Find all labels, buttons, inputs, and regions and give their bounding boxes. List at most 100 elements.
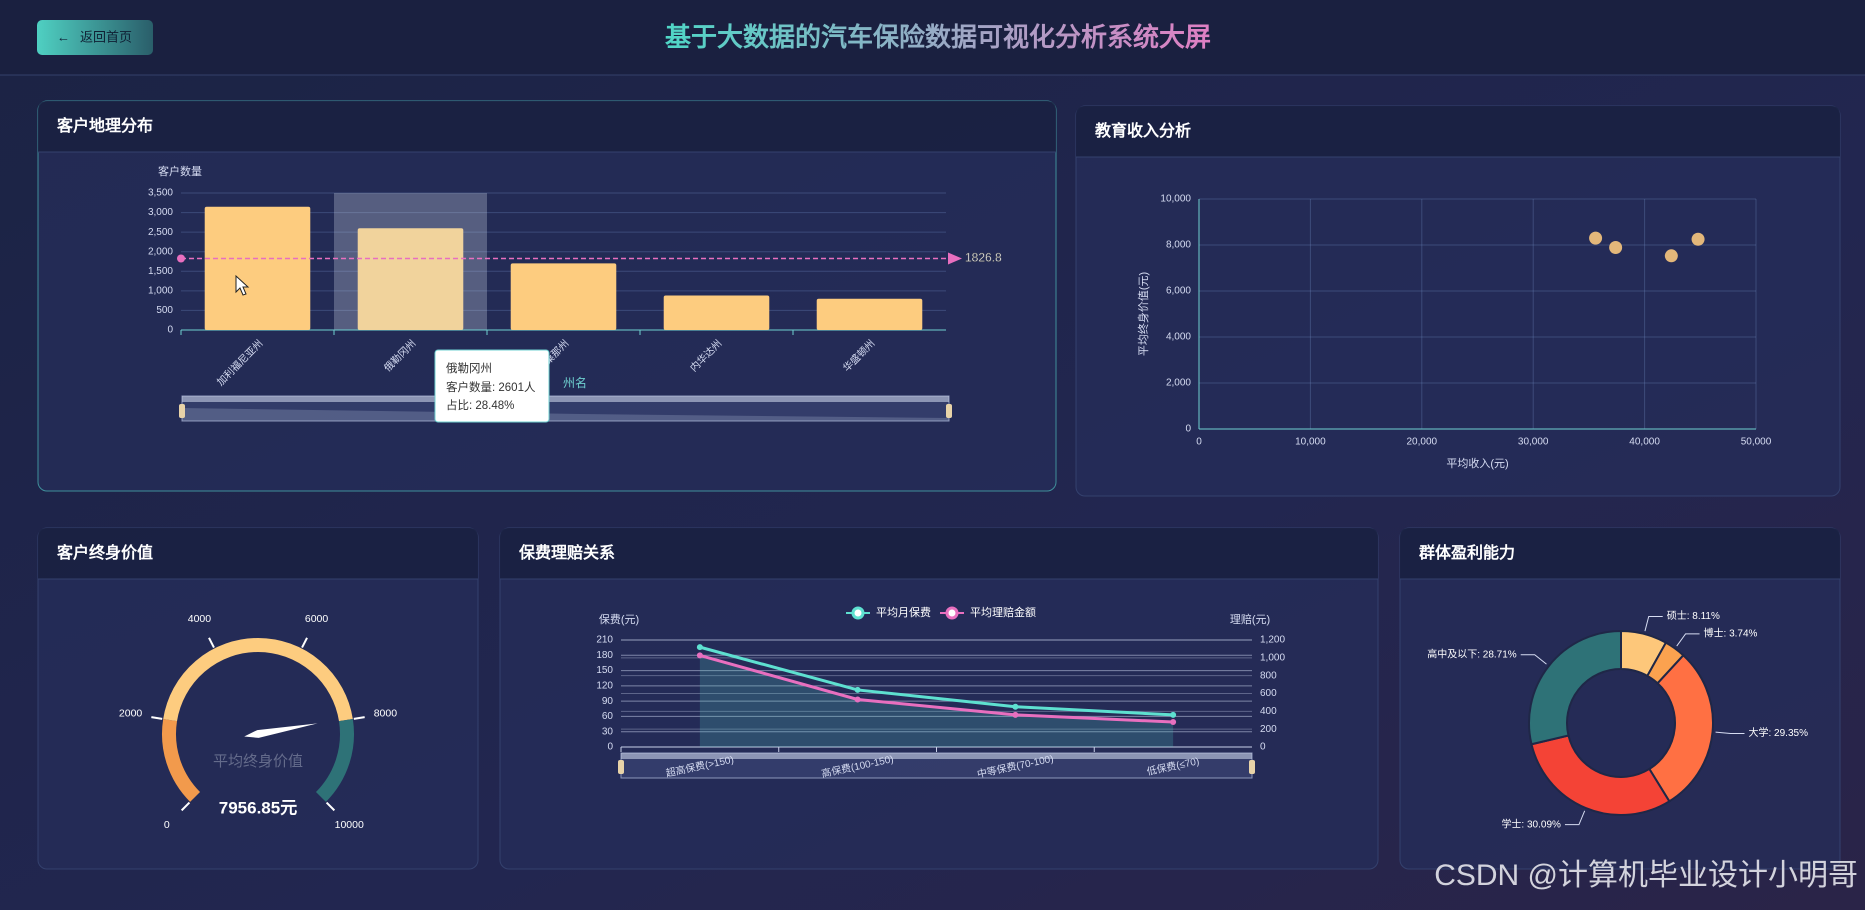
y-tick-label: 0 — [607, 742, 613, 753]
line — [699, 653, 1174, 724]
legend-label: 平均月保费 — [876, 605, 931, 619]
panel — [1075, 105, 1841, 497]
scatter-point — [1664, 249, 1678, 263]
scatter-point — [1609, 241, 1623, 255]
line-point — [1170, 719, 1177, 726]
data-zoom-handle[interactable] — [618, 760, 624, 774]
back-button-bg[interactable] — [37, 20, 153, 55]
y2-tick-label: 200 — [1260, 724, 1277, 735]
gauge-series-name: 平均终身价值 — [213, 753, 303, 770]
scatter-point — [1589, 231, 1603, 245]
watermark: CSDN @计算机毕业设计小明哥 — [1434, 859, 1858, 892]
data-zoom-top — [182, 396, 949, 402]
back-button-label[interactable]: 返回首页 — [80, 29, 132, 44]
gauge-tick-label: 6000 — [305, 613, 329, 625]
line-point — [696, 652, 703, 659]
y2-axis-name: 理赔(元) — [1230, 612, 1270, 626]
y2-tick-label: 0 — [1260, 742, 1266, 753]
x-tick-label: 10,000 — [1295, 437, 1326, 448]
cursor — [235, 274, 250, 296]
data-zoom-top — [621, 753, 1252, 759]
pie-label-line — [1644, 616, 1663, 632]
gauge-tick-label: 0 — [164, 819, 170, 831]
back-button[interactable]: ← 返回首页 — [37, 20, 153, 55]
legend-label: 平均理赔金额 — [970, 605, 1036, 619]
x-tick-label: 40,000 — [1629, 437, 1660, 448]
pie-slice — [1528, 629, 1622, 746]
data-zoom-shadow — [182, 408, 949, 421]
y-tick-label: 1,000 — [148, 285, 173, 296]
tooltip-line: 占比: 28.48% — [446, 398, 514, 412]
y2-tick-label: 800 — [1260, 670, 1277, 681]
pie-label: 高中及以下: 28.71% — [1427, 647, 1517, 660]
panel-header — [38, 528, 478, 579]
x-tick-label: 30,000 — [1518, 437, 1549, 448]
header-bar — [0, 0, 1865, 75]
data-zoom-handle[interactable] — [946, 404, 952, 418]
x-tick-label: 20,000 — [1407, 437, 1438, 448]
pie-label: 学士: 30.09% — [1501, 817, 1561, 830]
y-tick-label: 8,000 — [1166, 240, 1191, 251]
y-tick-label: 2,000 — [1166, 378, 1191, 389]
gauge-tick-label: 2000 — [119, 708, 143, 720]
line-point — [854, 696, 861, 703]
panel-title: 群体盈利能力 — [1419, 543, 1515, 562]
pie-label-line — [1676, 633, 1700, 647]
bar — [816, 298, 923, 330]
bar — [204, 206, 311, 330]
gauge-tick-label: 10000 — [335, 819, 364, 831]
gauge-tick — [180, 801, 191, 812]
y-tick-label: 0 — [1185, 424, 1191, 435]
scatter-point — [1691, 232, 1705, 246]
y-tick-label: 10,000 — [1160, 194, 1191, 205]
gauge-tick — [208, 637, 215, 649]
panel-title: 教育收入分析 — [1095, 121, 1191, 140]
y2-tick-label: 1,000 — [1260, 652, 1285, 663]
gauge-pointer — [244, 723, 318, 738]
bar — [510, 263, 617, 330]
gauge-tick-label: 8000 — [374, 708, 398, 720]
y-tick-label: 3,500 — [148, 188, 173, 199]
panel-header — [38, 101, 1056, 152]
y-tick-label: 1,500 — [148, 266, 173, 277]
y-axis-name: 保费(元) — [599, 612, 639, 626]
x-axis-name: 平均收入(元) — [1446, 456, 1508, 470]
y-tick-label: 2,500 — [148, 227, 173, 238]
x-axis-name: 州名 — [563, 375, 587, 390]
mark-line-label: 1826.8 — [965, 251, 1002, 265]
tooltip-line: 客户数量: 2601人 — [446, 380, 536, 394]
data-zoom-handle[interactable] — [179, 404, 185, 418]
pie-slice — [1647, 653, 1714, 803]
bar — [663, 295, 770, 330]
pie-label: 硕士: 8.11% — [1667, 609, 1720, 622]
gauge-value: 7956.85元 — [219, 798, 297, 817]
data-zoom-handle[interactable] — [1249, 760, 1255, 774]
line-point — [854, 686, 861, 693]
tooltip — [434, 349, 550, 423]
gauge-tick — [301, 637, 308, 649]
y-tick-label: 2,000 — [148, 246, 173, 257]
panel-header — [1076, 106, 1840, 157]
y-axis-name: 客户数量 — [158, 164, 202, 178]
panel-header — [1400, 528, 1840, 579]
x-tick-label: 50,000 — [1741, 437, 1772, 448]
pie-label-line — [1520, 654, 1547, 665]
mark-line-start — [177, 254, 185, 263]
mark-line-arrow — [948, 252, 962, 265]
gauge-tick — [353, 716, 365, 720]
panel-header — [500, 528, 1378, 579]
gauge-tick — [151, 716, 163, 720]
y2-tick-label: 600 — [1260, 688, 1277, 699]
y-tick-label: 180 — [596, 650, 613, 661]
pie-label-line — [1715, 731, 1745, 735]
line-point — [696, 644, 703, 651]
gauge-band — [162, 718, 201, 802]
gauge-tick — [325, 801, 336, 812]
y-tick-label: 120 — [596, 680, 613, 691]
y-tick-label: 210 — [596, 635, 613, 646]
bar — [357, 228, 464, 330]
y-axis-name: 平均终身价值(元) — [1136, 272, 1150, 356]
gauge-band — [163, 638, 353, 722]
pie-label: 博士: 3.74% — [1704, 627, 1758, 640]
